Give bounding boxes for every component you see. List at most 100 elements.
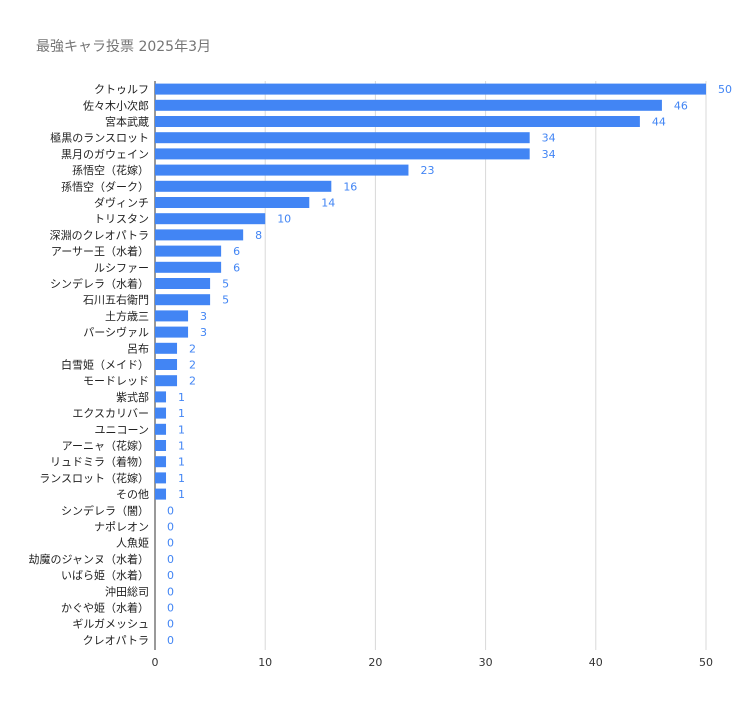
- category-label: トリスタン: [94, 213, 149, 226]
- data-label: 0: [167, 634, 174, 647]
- data-label: 0: [167, 537, 174, 550]
- category-label: 土方歳三: [105, 309, 149, 323]
- data-label: 1: [178, 488, 185, 501]
- category-label: リュドミラ（着物）: [50, 455, 149, 469]
- category-label: ダヴィンチ: [94, 196, 149, 210]
- category-label: 孫悟空（花嫁）: [72, 163, 149, 177]
- data-label: 34: [542, 148, 556, 161]
- x-tick-label: 10: [258, 656, 272, 669]
- category-label: ルシファー: [94, 261, 149, 274]
- bar: [155, 213, 266, 225]
- data-label: 1: [178, 472, 185, 485]
- bar: [155, 310, 189, 322]
- category-label: モードレッド: [83, 375, 149, 388]
- bar: [155, 261, 222, 273]
- data-label: 14: [321, 197, 335, 210]
- chart-title: 最強キャラ投票 2025年3月: [36, 39, 211, 55]
- data-label: 3: [200, 326, 207, 339]
- data-label: 46: [674, 99, 688, 112]
- bar: [155, 294, 211, 306]
- bar: [155, 456, 167, 468]
- bar: [155, 83, 706, 95]
- data-label: 3: [200, 310, 207, 323]
- category-label: パーシヴァル: [83, 325, 149, 339]
- bar: [155, 180, 332, 192]
- category-label: いばら姫（水着）: [61, 568, 149, 582]
- x-tick-label: 0: [152, 656, 159, 669]
- category-label: 黒月のガウェイン: [61, 148, 149, 161]
- bar: [155, 148, 530, 160]
- bars: [155, 83, 706, 500]
- category-label: シンデレラ（闇）: [61, 503, 149, 517]
- data-label: 16: [343, 180, 357, 193]
- category-label: シンデレラ（水着）: [50, 277, 149, 291]
- bar: [155, 359, 178, 370]
- category-label: クレオパトラ: [83, 634, 149, 647]
- category-label: 沖田総司: [105, 584, 149, 598]
- category-label: ランスロット（花嫁）: [39, 471, 149, 485]
- category-label: 石川五右衛門: [83, 293, 149, 307]
- category-label: ナポレオン: [94, 521, 149, 534]
- bar: [155, 440, 167, 451]
- category-label: 白雪姫（メイド）: [61, 358, 149, 372]
- data-label: 0: [167, 521, 174, 534]
- data-label: 1: [178, 456, 185, 469]
- data-label: 2: [189, 359, 196, 372]
- category-label: アーニャ（花嫁）: [62, 439, 149, 453]
- data-label: 0: [167, 618, 174, 631]
- bar: [155, 407, 167, 419]
- bar: [155, 116, 640, 127]
- bar: [155, 132, 530, 144]
- category-label: かぐや姫（水着）: [61, 601, 149, 615]
- data-label: 50: [718, 83, 732, 96]
- data-label: 1: [178, 407, 185, 420]
- data-label: 44: [652, 116, 666, 129]
- category-label: 孫悟空（ダーク）: [61, 179, 149, 193]
- data-label: 1: [178, 440, 185, 453]
- category-label: ユニコーン: [95, 423, 149, 436]
- data-label: 0: [167, 553, 174, 566]
- data-label: 23: [420, 164, 434, 177]
- bar: [155, 472, 167, 484]
- data-label: 1: [178, 423, 185, 436]
- category-label: 劫魔のジャンヌ（水着）: [29, 552, 149, 566]
- data-label: 0: [167, 569, 174, 582]
- category-label: ギルガメッシュ: [72, 618, 149, 631]
- category-label: クトゥルフ: [94, 83, 149, 96]
- category-label: 宮本武蔵: [105, 115, 149, 129]
- category-label: 佐々木小次郎: [83, 98, 149, 112]
- x-tick-label: 30: [479, 656, 493, 669]
- bar: [155, 488, 167, 500]
- data-label: 6: [233, 245, 240, 258]
- category-label: 紫式部: [116, 390, 149, 404]
- category-label: その他: [116, 488, 149, 501]
- category-label: アーサー王（水着）: [51, 244, 149, 258]
- data-label: 6: [233, 261, 240, 274]
- category-label: 深淵のクレオパトラ: [50, 229, 149, 242]
- data-label: 2: [189, 342, 196, 355]
- category-label: 極黒のランスロット: [50, 131, 149, 145]
- data-label: 5: [222, 294, 229, 307]
- x-tick-label: 40: [589, 656, 603, 669]
- data-label: 0: [167, 504, 174, 517]
- data-label: 10: [277, 213, 291, 226]
- bar: [155, 423, 167, 435]
- category-label: 呂布: [127, 342, 149, 355]
- data-label: 34: [542, 132, 556, 145]
- bar: [155, 326, 189, 338]
- data-label: 8: [255, 229, 262, 242]
- x-tick-label: 20: [368, 656, 382, 669]
- category-label: 人魚姫: [116, 536, 149, 550]
- bar: [155, 391, 167, 403]
- data-label: 5: [222, 278, 229, 291]
- bar: [155, 375, 178, 387]
- data-label: 0: [167, 602, 174, 615]
- bar: [155, 197, 310, 208]
- data-label: 1: [178, 391, 185, 404]
- bar: [155, 342, 178, 354]
- x-tick-label: 50: [699, 656, 713, 669]
- bar: [155, 245, 222, 257]
- bar: [155, 278, 211, 289]
